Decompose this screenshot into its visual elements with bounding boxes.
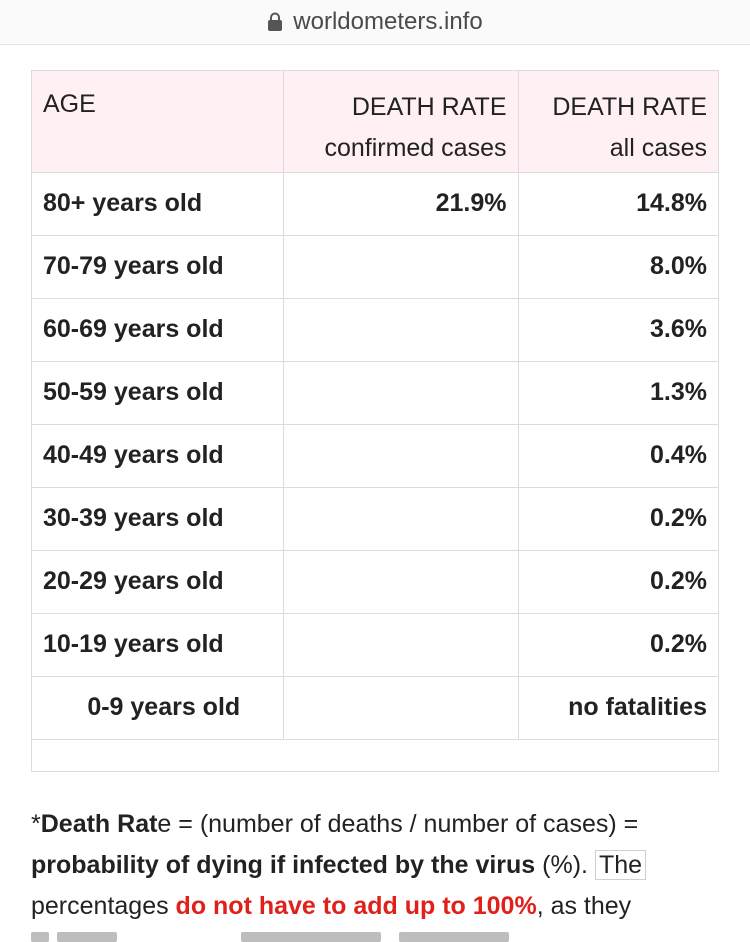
confirmed-rate-cell <box>282 234 519 299</box>
age-cell: 60-69 years old <box>32 297 284 362</box>
age-cell: 20-29 years old <box>32 549 284 614</box>
url-domain: worldometers.info <box>293 8 483 35</box>
age-cell: 30-39 years old <box>32 486 284 551</box>
footnote-percent: (%). <box>535 851 595 879</box>
age-cell: 70-79 years old <box>32 234 284 299</box>
header-all-sub: all cases <box>609 134 707 162</box>
table-row: 60-69 years old 3.6% <box>32 297 718 362</box>
table-row: 20-29 years old 0.2% <box>32 549 718 614</box>
all-rate-cell: no fatalities <box>517 675 718 740</box>
table-row: 30-39 years old 0.2% <box>32 486 718 551</box>
death-rate-table: AGE DEATH RATE confirmed cases DEATH RAT… <box>32 71 718 740</box>
table-row: 70-79 years old 8.0% <box>32 234 718 299</box>
browser-url-bar[interactable]: worldometers.info <box>0 0 750 45</box>
all-rate-cell: 0.2% <box>517 486 718 551</box>
table-row: 40-49 years old 0.4% <box>32 423 718 488</box>
header-confirmed-sub: confirmed cases <box>324 134 507 162</box>
confirmed-rate-cell: 21.9% <box>282 171 519 236</box>
header-confirmed-title: DEATH RATE <box>351 93 507 121</box>
table-header-row: AGE DEATH RATE confirmed cases DEATH RAT… <box>32 71 718 173</box>
cut-off-fragment <box>241 932 381 942</box>
all-rate-cell: 0.2% <box>517 612 718 677</box>
death-rate-table-container: AGE DEATH RATE confirmed cases DEATH RAT… <box>31 70 719 772</box>
confirmed-rate-cell <box>282 360 519 425</box>
cut-off-text-line <box>31 928 671 942</box>
lock-icon <box>268 12 283 31</box>
cut-off-fragment <box>31 932 49 942</box>
header-all-title: DEATH RATE <box>552 93 707 121</box>
cut-off-fragment <box>57 932 117 942</box>
footnote-percentages: percentages <box>31 892 176 920</box>
all-rate-cell: 0.2% <box>517 549 718 614</box>
footnote-probability: probability of dying if infected by the … <box>31 851 536 879</box>
death-rate-footnote: *Death Rate = (number of deaths / number… <box>31 804 721 927</box>
all-rate-cell: 0.4% <box>517 423 718 488</box>
all-rate-cell: 1.3% <box>517 360 718 425</box>
age-cell: 10-19 years old <box>32 612 284 677</box>
confirmed-rate-cell <box>282 297 519 362</box>
footnote-tail: , as they <box>536 892 632 920</box>
footnote-red-warning: do not have to add up to 100% <box>175 892 537 920</box>
all-rate-cell: 8.0% <box>517 234 718 299</box>
table-row: 10-19 years old 0.2% <box>32 612 718 677</box>
cut-off-fragment <box>399 932 509 942</box>
footnote-term-rest: e <box>157 810 172 838</box>
footnote-asterisk: * <box>31 810 41 838</box>
table-row: 50-59 years old 1.3% <box>32 360 718 425</box>
confirmed-rate-cell <box>282 612 519 677</box>
all-rate-cell: 14.8% <box>517 171 718 236</box>
footnote-formula: = (number of deaths / number of cases) = <box>171 810 639 838</box>
table-row: 0-9 years old no fatalities <box>32 675 718 740</box>
table-row: 80+ years old 21.9% 14.8% <box>32 171 718 236</box>
header-death-rate-confirmed: DEATH RATE confirmed cases <box>282 71 519 173</box>
age-cell: 80+ years old <box>32 171 284 236</box>
age-cell: 40-49 years old <box>32 423 284 488</box>
confirmed-rate-cell <box>282 486 519 551</box>
footnote-term-bold: Death Rat <box>40 810 158 838</box>
header-age: AGE <box>32 71 284 173</box>
confirmed-rate-cell <box>282 675 519 740</box>
confirmed-rate-cell <box>282 423 519 488</box>
header-death-rate-all: DEATH RATE all cases <box>517 71 718 173</box>
all-rate-cell: 3.6% <box>517 297 718 362</box>
footnote-selected-word: The <box>594 850 647 880</box>
age-cell: 50-59 years old <box>32 360 284 425</box>
age-cell: 0-9 years old <box>32 675 284 740</box>
confirmed-rate-cell <box>282 549 519 614</box>
